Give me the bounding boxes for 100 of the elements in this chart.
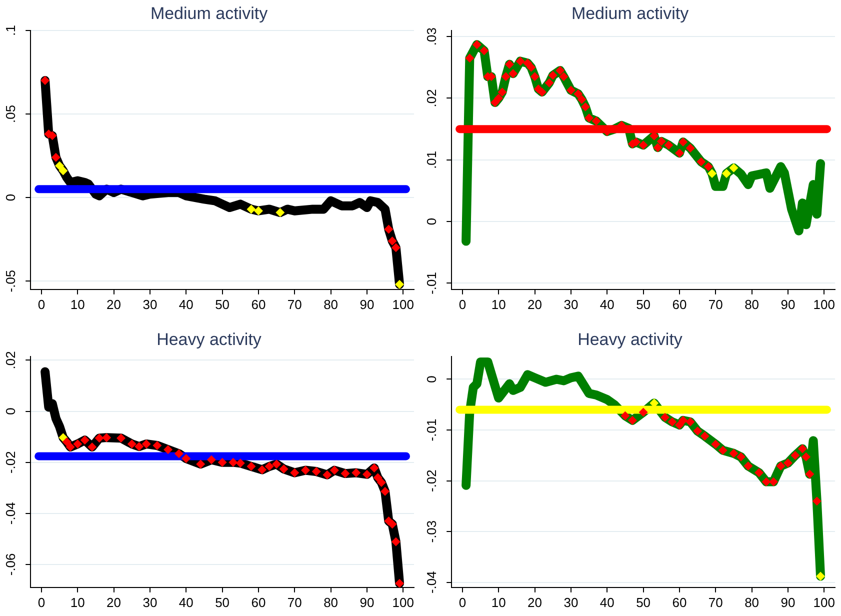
x-tick-label: 10 [70,296,85,312]
point [762,477,771,486]
point [656,136,666,146]
point [152,440,162,450]
y-tick-label: -.03 [424,520,439,543]
point [395,280,404,289]
point [530,72,540,82]
point [696,157,706,166]
point [73,439,82,448]
point [322,470,332,480]
x-tick-label: 0 [38,594,46,610]
point [88,442,97,452]
x-tick-label: 10 [491,594,506,610]
x-tick-label: 90 [360,594,374,610]
x-tick-label: 40 [600,594,614,610]
point [380,486,390,496]
point [805,470,814,479]
point [330,466,339,475]
x-tick-label: 30 [142,594,158,610]
point [722,168,731,178]
point [55,161,64,170]
point [526,62,536,72]
point [127,439,136,448]
point [362,470,372,479]
x-tick-label: 80 [324,296,338,312]
x-tick-label: 70 [708,594,723,610]
point [228,458,238,467]
point [580,102,590,112]
x-tick-label: 60 [251,594,266,610]
chart-title: Heavy activity [578,330,683,349]
point [708,168,717,178]
y-tick-label: -.05 [2,270,18,292]
x-tick-label: 90 [360,296,374,312]
x-tick-label: 70 [708,296,723,312]
point [246,462,256,471]
point [58,433,68,442]
point [693,426,702,436]
x-tick-label: 30 [564,296,578,312]
point [638,408,648,417]
x-tick-label: 20 [106,594,122,610]
point [388,236,397,246]
x-tick-label: 100 [392,594,414,610]
point [523,58,532,68]
point [246,204,256,214]
point [686,417,695,426]
x-tick-label: 80 [744,296,760,312]
point [816,572,826,581]
y-tick-label: -.01 [424,418,439,442]
x-tick-label: 70 [287,296,302,312]
point [674,420,684,430]
point [102,433,112,442]
point [51,152,60,162]
y-tick-label: -.04 [424,571,439,594]
y-tick-label: -.02 [2,451,18,474]
x-tick-label: 0 [458,594,466,610]
point [370,463,379,472]
point [711,440,720,449]
point [812,496,822,506]
x-tick-label: 40 [600,296,614,312]
y-tick-label: -.06 [2,553,18,576]
x-tick-label: 50 [636,296,651,312]
point [494,94,504,103]
point [674,148,684,158]
x-tick-label: 70 [287,594,302,610]
y-tick-label: .02 [2,351,18,370]
chart-title: Medium activity [150,4,268,23]
x-tick-label: 0 [38,296,46,312]
y-tick-label: -.04 [2,502,18,525]
point [40,76,50,86]
y-tick-label: .02 [424,89,439,108]
point [559,72,568,82]
point [700,432,710,441]
x-tick-label: 50 [636,594,651,610]
point [754,468,764,478]
point [668,417,677,426]
point [391,537,400,546]
x-tick-label: 60 [672,594,687,610]
point [798,444,807,454]
point [300,466,310,475]
x-tick-label: 20 [528,594,542,610]
point [577,94,586,104]
x-tick-label: 100 [813,296,835,312]
point [501,72,510,82]
x-tick-label: 40 [178,594,194,610]
point [134,442,144,452]
y-tick-label: .01 [424,150,439,169]
point [465,54,474,63]
point [556,66,565,75]
x-tick-label: 90 [780,296,796,312]
point [729,163,738,172]
point [206,455,216,464]
point [769,477,778,486]
point [783,458,792,468]
x-tick-label: 10 [491,296,506,312]
point [174,449,184,458]
point [391,243,400,252]
x-tick-label: 80 [744,594,760,610]
point [290,468,300,478]
point [258,465,267,474]
x-tick-label: 30 [142,296,158,312]
